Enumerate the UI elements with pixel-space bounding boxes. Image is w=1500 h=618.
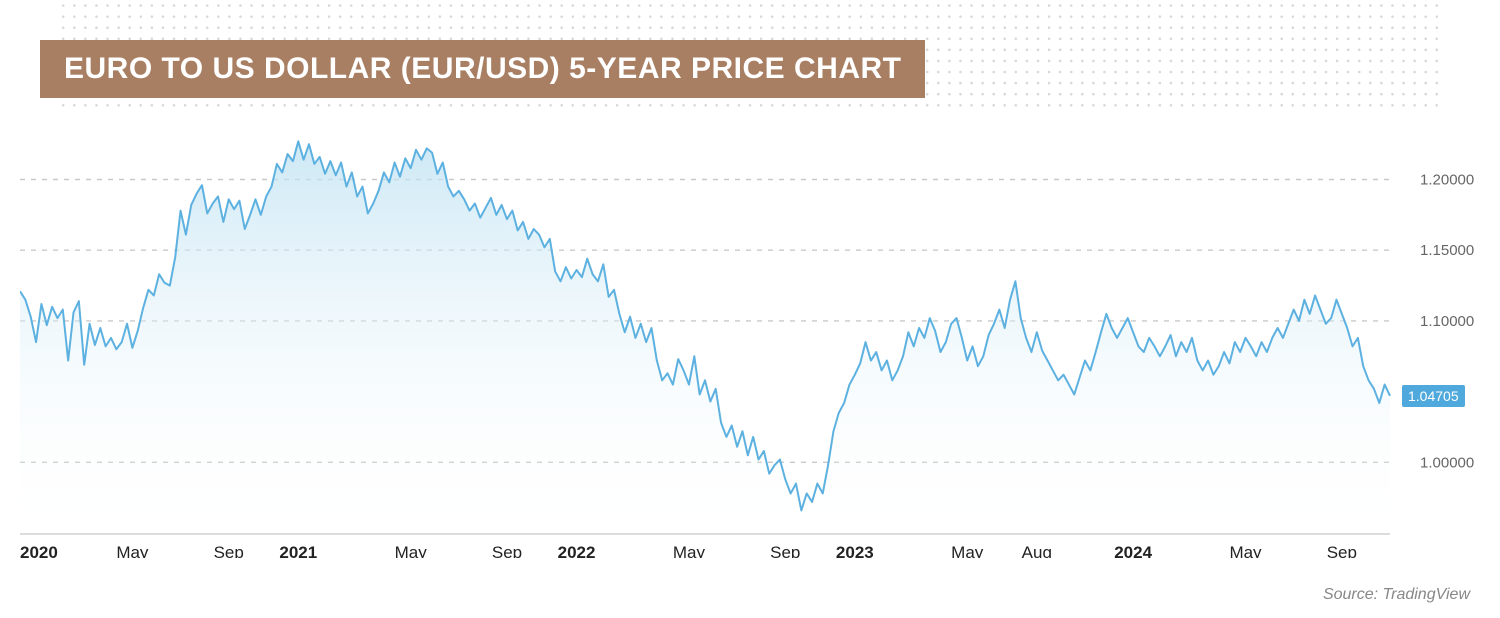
svg-text:Sep: Sep: [770, 543, 800, 558]
svg-text:2022: 2022: [558, 543, 596, 558]
source-text: Source: TradingView: [1323, 586, 1470, 603]
svg-text:2021: 2021: [279, 543, 317, 558]
price-chart: 1.20000 1.15000 1.10000 1.00000 2020 May Sep 20…: [20, 118, 1480, 558]
svg-text:May: May: [673, 543, 706, 558]
svg-text:2023: 2023: [836, 543, 874, 558]
svg-text:May: May: [116, 543, 149, 558]
chart-svg: 1.20000 1.15000 1.10000 1.00000 2020 May Sep 20…: [20, 118, 1480, 558]
source-attribution: Source: TradingView: [1323, 586, 1470, 604]
svg-text:Sep: Sep: [214, 543, 244, 558]
chart-title-text: EURO TO US DOLLAR (EUR/USD) 5-YEAR PRICE…: [64, 52, 901, 85]
svg-text:2020: 2020: [20, 543, 58, 558]
svg-text:Sep: Sep: [1327, 543, 1357, 558]
svg-text:May: May: [395, 543, 428, 558]
svg-text:1.00000: 1.00000: [1420, 454, 1474, 471]
svg-text:2024: 2024: [1114, 543, 1152, 558]
chart-title: EURO TO US DOLLAR (EUR/USD) 5-YEAR PRICE…: [40, 40, 925, 98]
svg-text:1.10000: 1.10000: [1420, 313, 1474, 330]
svg-text:Aug: Aug: [1022, 543, 1052, 558]
svg-text:Sep: Sep: [492, 543, 522, 558]
current-price-badge: 1.04705: [1402, 385, 1465, 407]
svg-text:1.20000: 1.20000: [1420, 172, 1474, 189]
svg-text:May: May: [951, 543, 984, 558]
svg-text:1.15000: 1.15000: [1420, 242, 1474, 259]
current-price-value: 1.04705: [1408, 388, 1459, 404]
svg-text:May: May: [1229, 543, 1262, 558]
